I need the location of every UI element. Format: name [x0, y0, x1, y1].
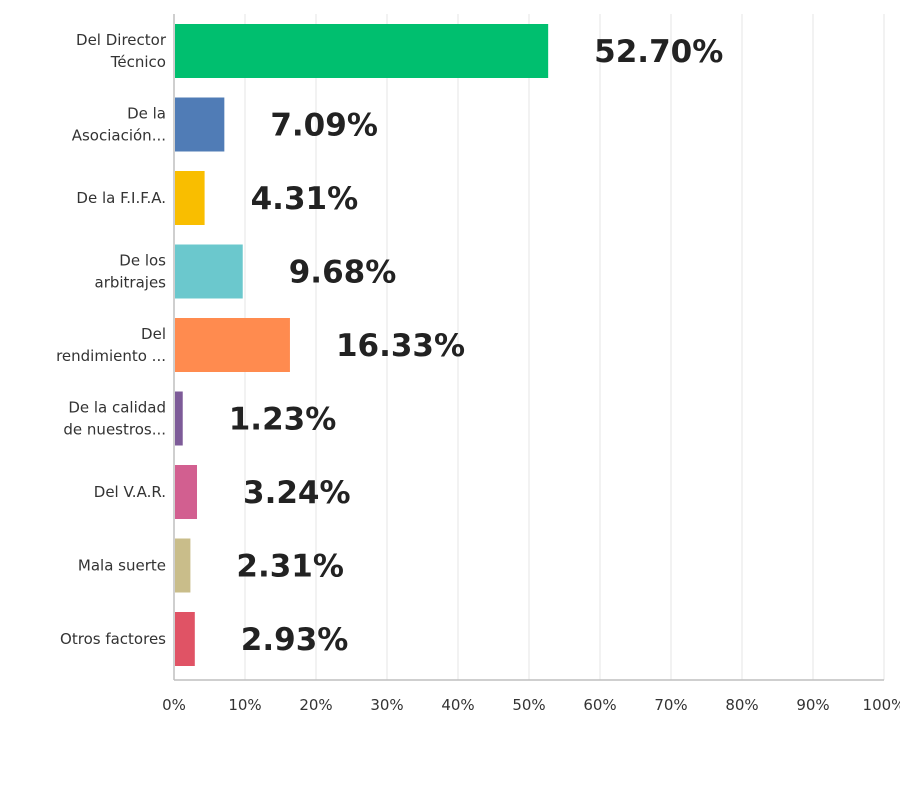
value-label-3: 9.68% [289, 255, 397, 291]
bar-7 [175, 538, 191, 593]
category-label-line: Técnico [110, 53, 166, 71]
value-label-4: 16.33% [336, 328, 465, 364]
x-tick-label-60: 60% [583, 696, 616, 714]
category-label-6: Del V.A.R. [94, 483, 166, 501]
category-label-line: arbitrajes [95, 274, 167, 292]
category-label-line: de nuestros... [63, 421, 166, 439]
x-tick-label-40: 40% [441, 696, 474, 714]
category-label-2: De la F.I.F.A. [76, 189, 166, 207]
value-label-5: 1.23% [229, 402, 337, 438]
x-tick-label-90: 90% [796, 696, 829, 714]
bar-6 [175, 465, 198, 519]
x-tick-label-50: 50% [512, 696, 545, 714]
bars [175, 24, 549, 666]
value-label-7: 2.31% [236, 549, 344, 585]
category-label-line: Del Director [76, 31, 167, 49]
x-tick-label-100: 100% [863, 696, 900, 714]
bar-2 [175, 171, 205, 225]
category-label-5: De la calidad de nuestros... [63, 399, 166, 439]
x-tick-label-20: 20% [299, 696, 332, 714]
x-tick-label-0: 0% [162, 696, 186, 714]
x-tick-label-10: 10% [228, 696, 261, 714]
category-label-7: Mala suerte [78, 557, 166, 575]
value-labels: 52.70% 7.09% 4.31% 9.68% 16.33% 1.23% 3.24% 2.3… [229, 34, 724, 658]
category-label-line: De la calidad [68, 399, 166, 417]
x-tick-label-80: 80% [725, 696, 758, 714]
category-label-1: De la Asociación... [72, 105, 166, 145]
category-label-line: Del [141, 325, 166, 343]
value-label-8: 2.93% [241, 622, 349, 658]
category-label-line: rendimiento ... [56, 347, 166, 365]
category-label-4: Del rendimiento ... [56, 325, 166, 365]
value-label-6: 3.24% [243, 475, 351, 511]
gridlines [244, 14, 885, 680]
bar-4 [175, 318, 290, 372]
category-label-line: Otros factores [60, 630, 166, 648]
bar-3 [175, 244, 243, 299]
bar-5 [175, 391, 183, 446]
value-label-2: 4.31% [251, 181, 359, 217]
value-label-1: 7.09% [270, 108, 378, 144]
x-tick-label-30: 30% [370, 696, 403, 714]
bar-8 [175, 612, 195, 666]
category-label-3: De los arbitrajes [95, 252, 167, 292]
category-label-line: Asociación... [72, 127, 166, 145]
bar-0 [175, 24, 549, 78]
category-label-line: De los [119, 252, 166, 270]
category-label-line: Del V.A.R. [94, 483, 166, 501]
category-label-line: Mala suerte [78, 557, 166, 575]
value-label-0: 52.70% [594, 34, 723, 70]
bar-1 [175, 97, 225, 152]
x-tick-label-70: 70% [654, 696, 687, 714]
category-label-line: De la [127, 105, 166, 123]
category-label-8: Otros factores [60, 630, 166, 648]
x-axis-tick-labels: 0% 10% 20% 30% 40% 50% 60% 70% 80% 90% 100% [162, 696, 900, 714]
category-label-0: Del Director Técnico [76, 31, 167, 71]
category-label-line: De la F.I.F.A. [76, 189, 166, 207]
